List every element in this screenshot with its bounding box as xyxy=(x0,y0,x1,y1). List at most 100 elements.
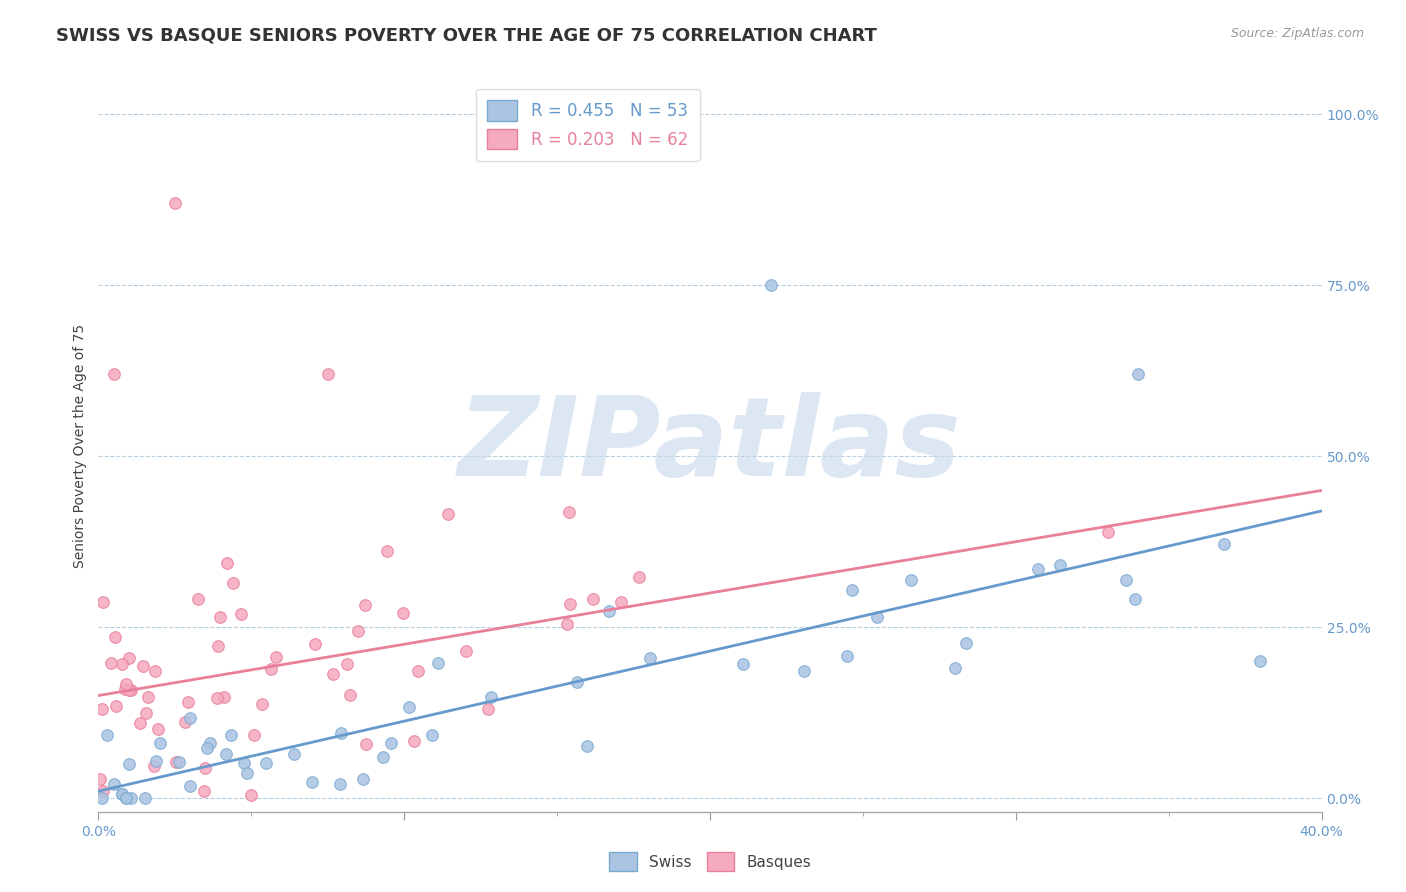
Point xyxy=(90,791,112,805)
Point xyxy=(194,761,217,775)
Point xyxy=(955,636,977,650)
Point xyxy=(118,683,141,698)
Point xyxy=(179,711,201,725)
Point xyxy=(354,737,377,751)
Point xyxy=(111,787,134,801)
Point xyxy=(304,637,326,651)
Point xyxy=(115,677,138,691)
Point xyxy=(731,657,754,672)
Point xyxy=(231,607,253,622)
Point xyxy=(373,750,395,764)
Point xyxy=(135,706,157,720)
Point xyxy=(115,791,138,805)
Point xyxy=(103,777,125,791)
Text: ZIPatlas: ZIPatlas xyxy=(458,392,962,500)
Point xyxy=(136,690,159,704)
Point xyxy=(427,657,450,671)
Point xyxy=(375,543,398,558)
Point xyxy=(215,556,238,570)
Point xyxy=(111,657,134,671)
Point xyxy=(131,658,153,673)
Point xyxy=(177,695,200,709)
Point xyxy=(212,690,235,704)
Point xyxy=(143,758,166,772)
Text: Source: ZipAtlas.com: Source: ZipAtlas.com xyxy=(1230,27,1364,40)
Point xyxy=(352,772,374,787)
Point xyxy=(96,728,118,742)
Point xyxy=(219,728,242,742)
Point xyxy=(193,783,215,797)
Point xyxy=(200,736,222,750)
Point xyxy=(329,777,352,791)
Point xyxy=(640,650,662,665)
Point xyxy=(316,368,339,382)
Point xyxy=(260,662,283,676)
Point xyxy=(565,675,588,690)
Point xyxy=(118,650,141,665)
Point xyxy=(1249,654,1271,668)
Point xyxy=(118,756,141,771)
Point xyxy=(759,278,782,293)
Point xyxy=(582,591,605,606)
Point xyxy=(398,700,420,714)
Point xyxy=(283,747,305,761)
Point xyxy=(454,644,477,658)
Point xyxy=(129,715,152,730)
Point xyxy=(195,740,218,755)
Point xyxy=(179,779,201,793)
Point xyxy=(1213,536,1236,550)
Point xyxy=(329,726,352,740)
Point xyxy=(114,682,136,697)
Legend: Swiss, Basques: Swiss, Basques xyxy=(603,847,817,877)
Point xyxy=(120,682,142,697)
Point xyxy=(115,791,138,805)
Point xyxy=(841,583,863,598)
Point xyxy=(235,766,257,780)
Point xyxy=(222,575,245,590)
Point xyxy=(242,728,264,742)
Point xyxy=(900,573,922,587)
Point xyxy=(215,747,238,761)
Point xyxy=(336,657,359,671)
Point xyxy=(208,609,231,624)
Point xyxy=(609,595,631,609)
Point xyxy=(557,505,579,519)
Point xyxy=(105,698,128,713)
Point xyxy=(240,788,263,802)
Point xyxy=(1097,524,1119,539)
Point xyxy=(1115,574,1137,588)
Point xyxy=(402,734,425,748)
Point xyxy=(145,664,167,678)
Point xyxy=(120,791,142,805)
Point xyxy=(1026,562,1049,576)
Point xyxy=(250,698,273,712)
Point xyxy=(149,736,172,750)
Point xyxy=(301,774,323,789)
Point xyxy=(173,714,195,729)
Point xyxy=(627,570,650,584)
Point xyxy=(555,617,578,632)
Text: SWISS VS BASQUE SENIORS POVERTY OVER THE AGE OF 75 CORRELATION CHART: SWISS VS BASQUE SENIORS POVERTY OVER THE… xyxy=(56,27,877,45)
Point xyxy=(481,690,503,705)
Point xyxy=(163,196,186,211)
Point xyxy=(111,787,134,801)
Point xyxy=(91,595,114,609)
Point xyxy=(254,756,277,770)
Point xyxy=(1049,558,1071,572)
Point xyxy=(380,736,402,750)
Y-axis label: Seniors Poverty Over the Age of 75: Seniors Poverty Over the Age of 75 xyxy=(73,324,87,568)
Point xyxy=(943,661,966,675)
Point xyxy=(89,772,111,786)
Point xyxy=(575,739,598,754)
Point xyxy=(103,368,125,382)
Point xyxy=(91,702,114,716)
Point xyxy=(837,648,859,663)
Point xyxy=(354,598,377,612)
Point xyxy=(100,656,122,670)
Point xyxy=(104,630,127,644)
Point xyxy=(391,607,413,621)
Point xyxy=(598,604,620,618)
Point xyxy=(134,791,156,805)
Point xyxy=(148,722,170,736)
Point xyxy=(91,783,114,797)
